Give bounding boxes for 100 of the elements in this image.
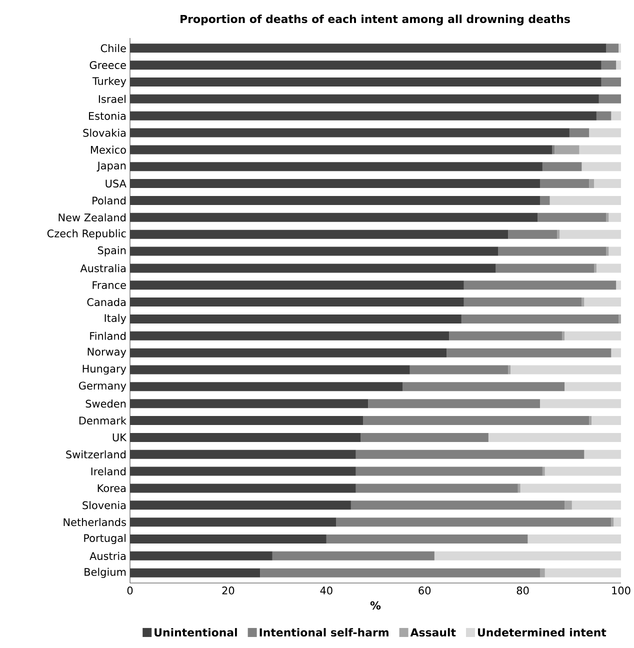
bar (130, 518, 336, 527)
bar (498, 246, 606, 256)
y-tick-label: France (92, 281, 126, 289)
bar (130, 450, 356, 459)
y-tick-label: New Zealand (58, 213, 126, 222)
bar (130, 399, 368, 408)
bar (601, 78, 622, 87)
y-tick-label: Switzerland (66, 450, 126, 458)
bar (350, 500, 565, 510)
bar (130, 111, 596, 120)
bar (611, 111, 622, 120)
bar (589, 179, 594, 188)
y-tick-label: Mexico (90, 146, 126, 154)
bar (542, 466, 545, 476)
x-tick-label: 40 (320, 586, 332, 594)
chart-title: Proportion of deaths of each intent among all drowning deaths (180, 14, 570, 26)
y-tick-label: Israel (98, 94, 126, 103)
bar (130, 416, 364, 426)
bar (461, 314, 619, 324)
y-tick-label: Turkey (92, 76, 126, 88)
bar (614, 518, 622, 527)
x-tick-label: 60 (418, 586, 431, 594)
bar (584, 298, 622, 307)
bar (260, 568, 540, 578)
bar (589, 416, 592, 426)
y-tick-label: Italy (104, 314, 126, 324)
bar (557, 230, 560, 239)
y-tick-label: Czech Republic (47, 229, 126, 240)
bar (579, 145, 622, 154)
bar (542, 162, 582, 172)
bar (594, 179, 622, 188)
y-tick-label: Greece (90, 61, 126, 70)
bar (130, 365, 410, 374)
bar (130, 551, 272, 560)
y-tick-label: Belgium (84, 568, 126, 578)
legend-label: Assault (410, 628, 456, 637)
bar (611, 348, 622, 358)
bar (410, 365, 508, 374)
bar (360, 432, 488, 442)
y-tick-label: Chile (100, 44, 126, 52)
bar (130, 432, 361, 442)
bar (130, 331, 450, 340)
y-tick-label: Japan (96, 162, 126, 172)
bar (130, 212, 538, 222)
bar (616, 280, 622, 290)
bar (508, 365, 511, 374)
bar (130, 382, 403, 392)
bar (130, 162, 542, 172)
bar (356, 450, 584, 459)
bar (336, 518, 612, 527)
bar (569, 128, 590, 138)
bar (616, 60, 622, 70)
bar (540, 179, 590, 188)
bar (130, 246, 498, 256)
bar (130, 230, 508, 239)
bar (550, 196, 622, 205)
bar (572, 500, 622, 510)
y-tick-label: USA (106, 180, 126, 188)
bar (611, 518, 614, 527)
bar (608, 212, 622, 222)
bar (601, 60, 616, 70)
bar (130, 280, 464, 290)
y-tick-label: UK (112, 434, 127, 442)
x-tick-label: 20 (222, 586, 234, 594)
bar (272, 551, 434, 560)
y-tick-label: Sweden (86, 400, 126, 408)
bar (130, 298, 464, 307)
legend-label: Unintentional (154, 628, 237, 637)
bar (496, 264, 594, 273)
bar (434, 551, 622, 560)
bar (589, 128, 622, 138)
bar (130, 179, 540, 188)
bar (130, 500, 351, 510)
bar (368, 399, 540, 408)
bar (618, 44, 622, 53)
bar (564, 500, 572, 510)
y-tick-label: Norway (88, 348, 126, 358)
bar (130, 348, 447, 358)
bar (544, 568, 622, 578)
y-tick-label: Ireland (91, 467, 126, 476)
y-tick-label: Canada (87, 298, 126, 306)
bar (618, 314, 622, 324)
bar (130, 44, 606, 53)
y-tick-label: Denmark (79, 416, 126, 425)
y-tick-label: Austria (90, 552, 126, 560)
legend-label: Intentional self-harm (260, 628, 388, 637)
bar (130, 466, 356, 476)
bar (446, 348, 612, 358)
bar (606, 44, 619, 53)
bar (538, 212, 606, 222)
bar (596, 111, 612, 120)
bar (598, 94, 622, 104)
bar (540, 196, 550, 205)
y-tick-label: Netherlands (64, 518, 126, 526)
bar (449, 331, 562, 340)
bar (608, 246, 622, 256)
bar (596, 264, 622, 273)
bar (402, 382, 565, 392)
bar (584, 450, 622, 459)
y-tick-label: Korea (98, 484, 126, 492)
